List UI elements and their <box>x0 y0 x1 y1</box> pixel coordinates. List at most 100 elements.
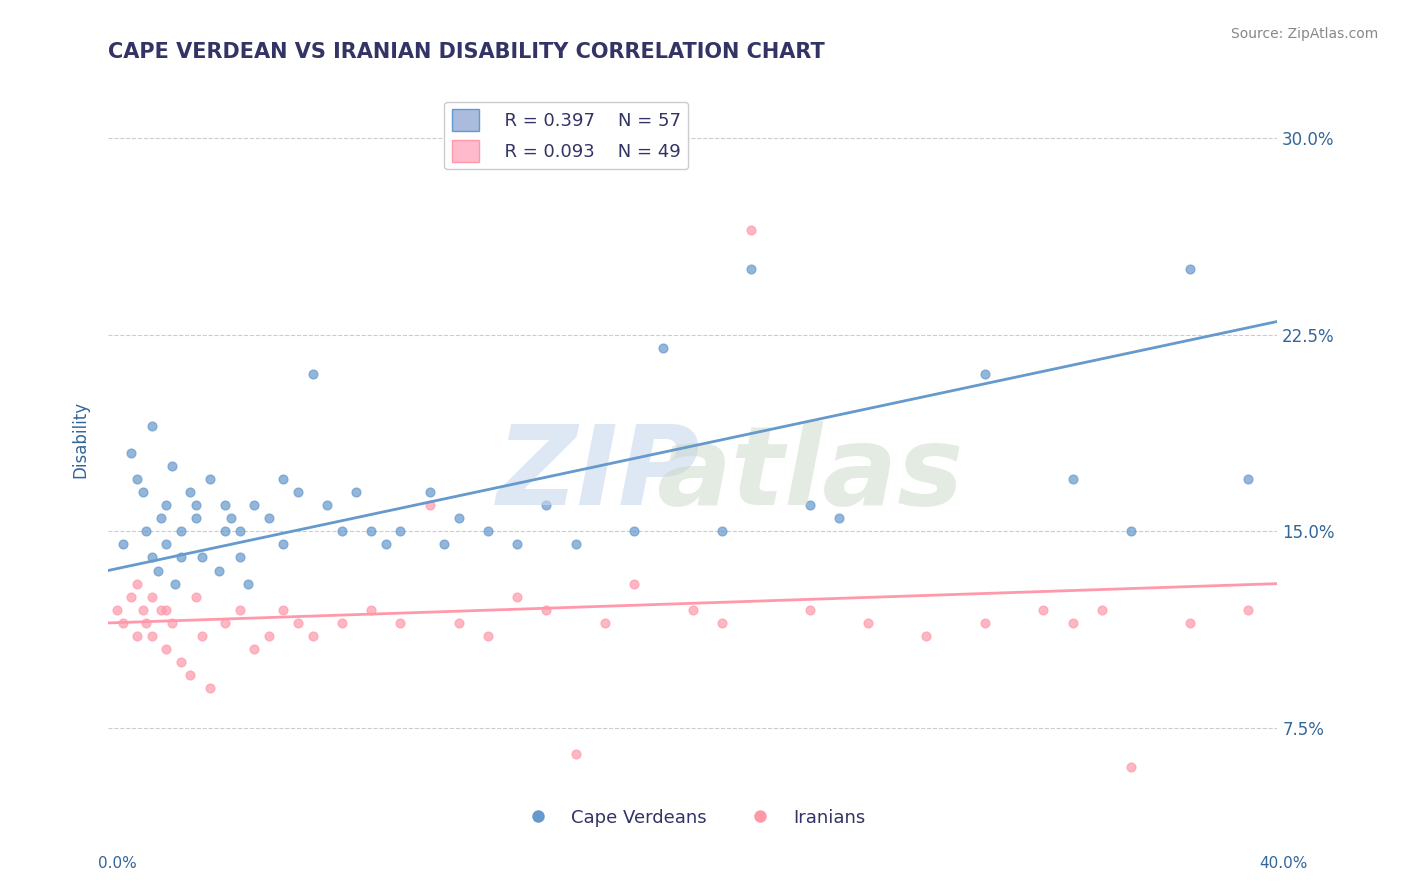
Point <box>155 498 177 512</box>
Point <box>1062 472 1084 486</box>
Point <box>346 484 368 499</box>
Point <box>856 615 879 630</box>
Point <box>506 590 529 604</box>
Point <box>228 524 250 539</box>
Point <box>652 341 675 355</box>
Point <box>682 603 704 617</box>
Point <box>564 537 586 551</box>
Point <box>228 603 250 617</box>
Point <box>506 537 529 551</box>
Point <box>1237 472 1260 486</box>
Point <box>360 524 382 539</box>
Text: ZIP: ZIP <box>498 421 700 528</box>
Point <box>111 537 134 551</box>
Point <box>593 615 616 630</box>
Point <box>184 590 207 604</box>
Point <box>127 472 149 486</box>
Point <box>536 603 558 617</box>
Point <box>132 603 155 617</box>
Point <box>419 484 441 499</box>
Point <box>243 498 266 512</box>
Point <box>360 603 382 617</box>
Point <box>564 747 586 761</box>
Point <box>710 524 733 539</box>
Point <box>135 615 157 630</box>
Point <box>120 445 142 459</box>
Point <box>155 537 177 551</box>
Point <box>170 655 193 669</box>
Point <box>536 498 558 512</box>
Point <box>1119 524 1142 539</box>
Point <box>1062 615 1084 630</box>
Text: Source: ZipAtlas.com: Source: ZipAtlas.com <box>1230 27 1378 41</box>
Point <box>1032 603 1054 617</box>
Point <box>799 603 821 617</box>
Point <box>184 498 207 512</box>
Point <box>433 537 456 551</box>
Point <box>135 524 157 539</box>
Point <box>190 629 212 643</box>
Point <box>141 590 163 604</box>
Point <box>141 550 163 565</box>
Point <box>828 511 851 525</box>
Point <box>208 564 231 578</box>
Point <box>477 629 499 643</box>
Point <box>301 367 323 381</box>
Point <box>1178 615 1201 630</box>
Point <box>330 615 353 630</box>
Text: 0.0%: 0.0% <box>98 856 138 871</box>
Point <box>710 615 733 630</box>
Point <box>155 642 177 657</box>
Point <box>162 458 184 473</box>
Legend: Cape Verdeans, Iranians: Cape Verdeans, Iranians <box>513 801 872 834</box>
Point <box>111 615 134 630</box>
Point <box>477 524 499 539</box>
Point <box>740 223 762 237</box>
Point <box>162 615 184 630</box>
Point <box>238 576 260 591</box>
Point <box>257 511 280 525</box>
Point <box>799 498 821 512</box>
Point <box>184 511 207 525</box>
Point <box>165 576 187 591</box>
Point <box>915 629 938 643</box>
Point <box>141 629 163 643</box>
Point <box>1178 262 1201 277</box>
Point <box>179 668 201 682</box>
Point <box>214 498 236 512</box>
Text: atlas: atlas <box>655 421 963 528</box>
Point <box>149 511 172 525</box>
Point <box>974 367 997 381</box>
Point <box>257 629 280 643</box>
Point <box>105 603 128 617</box>
Point <box>127 576 149 591</box>
Point <box>330 524 353 539</box>
Point <box>243 642 266 657</box>
Point <box>214 615 236 630</box>
Point <box>155 603 177 617</box>
Y-axis label: Disability: Disability <box>72 401 89 478</box>
Point <box>374 537 396 551</box>
Text: CAPE VERDEAN VS IRANIAN DISABILITY CORRELATION CHART: CAPE VERDEAN VS IRANIAN DISABILITY CORRE… <box>108 42 825 62</box>
Point <box>200 472 222 486</box>
Point <box>301 629 323 643</box>
Point <box>170 524 193 539</box>
Point <box>740 262 762 277</box>
Point <box>447 511 470 525</box>
Point <box>146 564 169 578</box>
Point <box>287 484 309 499</box>
Point <box>170 550 193 565</box>
Point <box>419 498 441 512</box>
Point <box>273 537 295 551</box>
Point <box>120 590 142 604</box>
Point <box>132 484 155 499</box>
Point <box>219 511 242 525</box>
Point <box>1091 603 1114 617</box>
Point <box>974 615 997 630</box>
Point <box>287 615 309 630</box>
Point <box>179 484 201 499</box>
Point <box>389 615 412 630</box>
Point <box>316 498 339 512</box>
Point <box>273 603 295 617</box>
Point <box>1119 760 1142 774</box>
